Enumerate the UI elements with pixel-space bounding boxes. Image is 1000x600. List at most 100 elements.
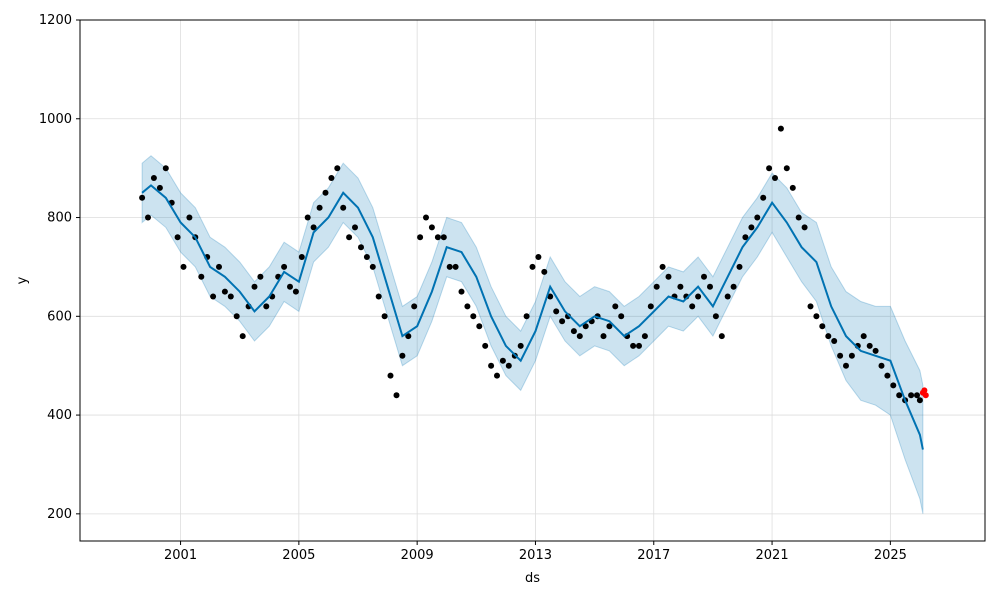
- actual-point: [777, 125, 784, 132]
- actual-point: [712, 313, 719, 320]
- actual-point: [464, 303, 471, 310]
- actual-point: [813, 313, 820, 320]
- y-tick-label: 400: [47, 408, 72, 423]
- actual-point: [239, 333, 246, 340]
- actual-point: [156, 184, 163, 191]
- actual-point: [393, 392, 400, 399]
- x-axis-ticks: 2001 2005 2009 2013 2017 2021 2025: [164, 541, 907, 563]
- actual-point: [523, 313, 530, 320]
- actual-point: [358, 244, 364, 251]
- actual-point: [446, 263, 453, 270]
- y-tick-label: 800: [47, 211, 72, 226]
- actual-point: [612, 303, 619, 310]
- actual-point: [139, 194, 146, 201]
- actual-point: [665, 273, 672, 280]
- actual-point: [186, 214, 193, 221]
- actual-point: [363, 254, 370, 260]
- actual-point: [405, 333, 412, 340]
- actual-point: [287, 283, 293, 290]
- actual-point: [653, 283, 660, 290]
- holdout-point: [922, 392, 929, 399]
- actual-point: [872, 347, 879, 354]
- actual-point: [375, 293, 382, 300]
- actual-point: [866, 342, 873, 349]
- actual-point: [458, 288, 465, 295]
- actual-point: [908, 392, 915, 399]
- actual-point: [452, 263, 459, 270]
- x-tick-label: 2009: [401, 548, 434, 563]
- actual-point: [766, 165, 773, 172]
- actual-point: [221, 288, 228, 295]
- actual-point: [795, 214, 802, 221]
- actual-point: [742, 234, 749, 241]
- actual-point: [896, 392, 903, 399]
- actual-point: [736, 263, 743, 270]
- actual-point: [476, 323, 483, 330]
- x-tick-label: 2001: [164, 548, 197, 563]
- holdout-point: [921, 387, 928, 394]
- actual-point: [576, 333, 583, 340]
- y-tick-label: 600: [47, 309, 72, 324]
- actual-point: [298, 254, 305, 260]
- actual-point: [724, 293, 731, 300]
- actual-point: [636, 342, 642, 349]
- actual-point: [334, 165, 341, 172]
- actual-point: [630, 342, 637, 349]
- x-tick-label: 2005: [282, 548, 315, 563]
- actual-point: [831, 338, 838, 344]
- actual-point: [292, 288, 299, 295]
- actual-point: [783, 165, 790, 172]
- actual-point: [760, 194, 767, 201]
- actual-point: [328, 175, 335, 181]
- actual-point: [180, 263, 187, 270]
- actual-point: [559, 318, 566, 325]
- actual-point: [517, 342, 524, 349]
- actual-point: [914, 392, 920, 399]
- actual-point: [878, 362, 885, 369]
- actual-point: [399, 352, 406, 359]
- actual-point: [689, 303, 696, 310]
- actual-point: [618, 313, 625, 320]
- actual-point: [659, 263, 666, 270]
- actual-point: [346, 234, 353, 241]
- actual-point: [499, 357, 506, 364]
- actual-point: [505, 362, 512, 369]
- actual-point: [352, 224, 358, 231]
- actual-point: [718, 333, 725, 340]
- forecast-line: [141, 184, 924, 450]
- actual-point: [440, 234, 447, 241]
- actual-point: [257, 273, 264, 280]
- actual-point: [701, 273, 707, 280]
- actual-point: [529, 263, 536, 270]
- actual-point: [281, 263, 288, 270]
- actual-point: [748, 224, 755, 231]
- y-tick-label: 1000: [39, 112, 72, 127]
- actual-point: [789, 184, 796, 191]
- actual-point: [837, 352, 844, 359]
- actual-point: [819, 323, 826, 330]
- actual-point: [843, 362, 849, 369]
- actual-point: [600, 333, 607, 340]
- actual-point: [541, 268, 548, 275]
- actual-point: [322, 189, 329, 196]
- uncertainty-area: [141, 155, 924, 514]
- y-tick-label: 1200: [39, 13, 72, 28]
- x-tick-label: 2021: [756, 548, 789, 563]
- actual-point: [553, 308, 560, 315]
- actual-point: [216, 263, 222, 270]
- actual-point: [162, 165, 169, 172]
- y-tick-label: 200: [47, 507, 72, 522]
- actual-point: [848, 352, 855, 359]
- x-tick-label: 2017: [637, 548, 670, 563]
- actual-point: [198, 273, 205, 280]
- actual-point: [884, 372, 891, 379]
- actual-point: [807, 303, 814, 310]
- actual-point: [310, 224, 317, 231]
- actual-point: [890, 382, 897, 389]
- actual-point: [304, 214, 311, 221]
- actual-point: [263, 303, 270, 310]
- x-axis-label: ds: [525, 571, 540, 586]
- actual-point: [482, 342, 489, 349]
- uncertainty-band: [141, 155, 924, 514]
